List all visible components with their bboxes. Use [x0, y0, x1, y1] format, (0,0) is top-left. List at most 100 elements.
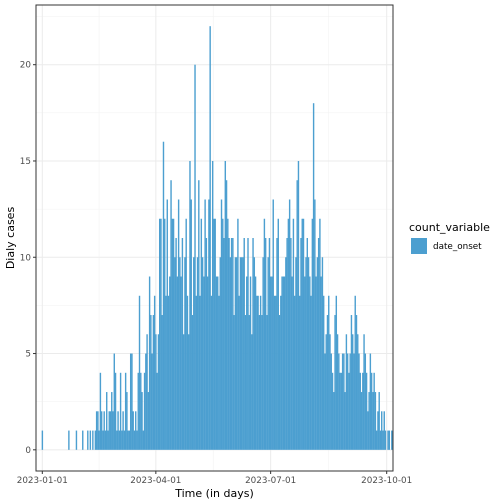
bar	[297, 160, 300, 450]
bar	[108, 411, 110, 450]
bar	[171, 218, 174, 450]
bar	[237, 218, 239, 450]
bar	[169, 276, 171, 450]
bar	[333, 392, 335, 450]
bar	[170, 180, 172, 450]
bar	[348, 372, 350, 450]
bar	[268, 238, 271, 450]
bar	[306, 238, 308, 450]
bar	[321, 257, 324, 450]
bar	[271, 276, 273, 450]
bar	[147, 392, 150, 450]
bar	[188, 334, 190, 450]
bar	[328, 295, 330, 450]
bar	[99, 372, 102, 450]
bar	[195, 295, 197, 450]
bar	[162, 141, 165, 450]
bar	[191, 315, 194, 450]
bar	[372, 392, 374, 450]
y-tick-label: 10	[20, 253, 32, 263]
bar	[161, 315, 163, 450]
bar	[340, 372, 343, 450]
bar	[179, 257, 181, 450]
bar	[339, 372, 341, 450]
bar	[312, 103, 315, 450]
bar	[152, 315, 155, 450]
bar	[198, 180, 200, 450]
legend-label-date-onset: date_onset	[433, 242, 482, 252]
bar	[247, 238, 249, 450]
bar	[331, 372, 334, 450]
bar	[82, 430, 84, 450]
bar	[367, 411, 369, 450]
bar	[258, 315, 261, 450]
bar	[338, 353, 340, 450]
bar	[111, 392, 113, 450]
bar	[165, 295, 167, 450]
bar	[277, 218, 279, 450]
bar	[206, 276, 209, 450]
bar	[239, 257, 242, 450]
bar	[299, 295, 301, 450]
bar	[113, 353, 115, 450]
bar	[104, 430, 107, 450]
bar	[107, 430, 109, 450]
bar	[121, 430, 123, 450]
bar	[317, 238, 320, 450]
y-tick-label: 0	[25, 446, 31, 456]
bar	[253, 257, 256, 450]
bar	[364, 353, 367, 450]
bar	[334, 315, 336, 450]
bar	[167, 295, 170, 450]
y-tick-label: 5	[25, 350, 31, 360]
bar	[184, 257, 186, 450]
bar	[391, 430, 393, 450]
bar	[292, 218, 295, 450]
bar	[382, 430, 384, 450]
bar	[381, 411, 383, 450]
bar	[362, 372, 364, 450]
bar	[118, 430, 121, 450]
bar	[248, 315, 250, 450]
bar	[283, 276, 286, 450]
bar	[246, 276, 248, 450]
legend-key-date-onset	[411, 238, 427, 254]
bar	[360, 392, 363, 450]
bar	[123, 430, 126, 450]
bar	[341, 353, 344, 450]
bar	[344, 392, 346, 450]
bar	[346, 353, 349, 450]
bar	[185, 218, 187, 450]
bar	[157, 334, 160, 450]
bar	[275, 295, 277, 450]
bar	[196, 257, 199, 450]
legend: count_variable date_onset	[409, 221, 490, 254]
bar	[153, 295, 156, 450]
bar	[278, 315, 281, 450]
bar	[199, 295, 201, 450]
bar	[214, 218, 216, 450]
bar	[205, 238, 208, 450]
bar	[251, 334, 253, 450]
bar	[354, 295, 356, 450]
bar	[295, 257, 297, 450]
bar	[112, 411, 114, 450]
bar	[343, 353, 345, 450]
bar	[293, 295, 296, 450]
bar	[375, 430, 378, 450]
bar	[307, 257, 310, 450]
bar	[141, 392, 143, 450]
bar	[213, 218, 215, 450]
bar	[302, 218, 305, 450]
bar	[370, 372, 373, 450]
bar	[310, 295, 312, 450]
bar	[316, 257, 319, 450]
bar	[378, 392, 380, 450]
bar	[335, 295, 338, 450]
bars	[41, 26, 393, 450]
bar	[232, 238, 234, 450]
bar	[215, 276, 218, 450]
bar	[353, 353, 355, 450]
bar	[177, 199, 180, 450]
bar	[164, 218, 166, 450]
